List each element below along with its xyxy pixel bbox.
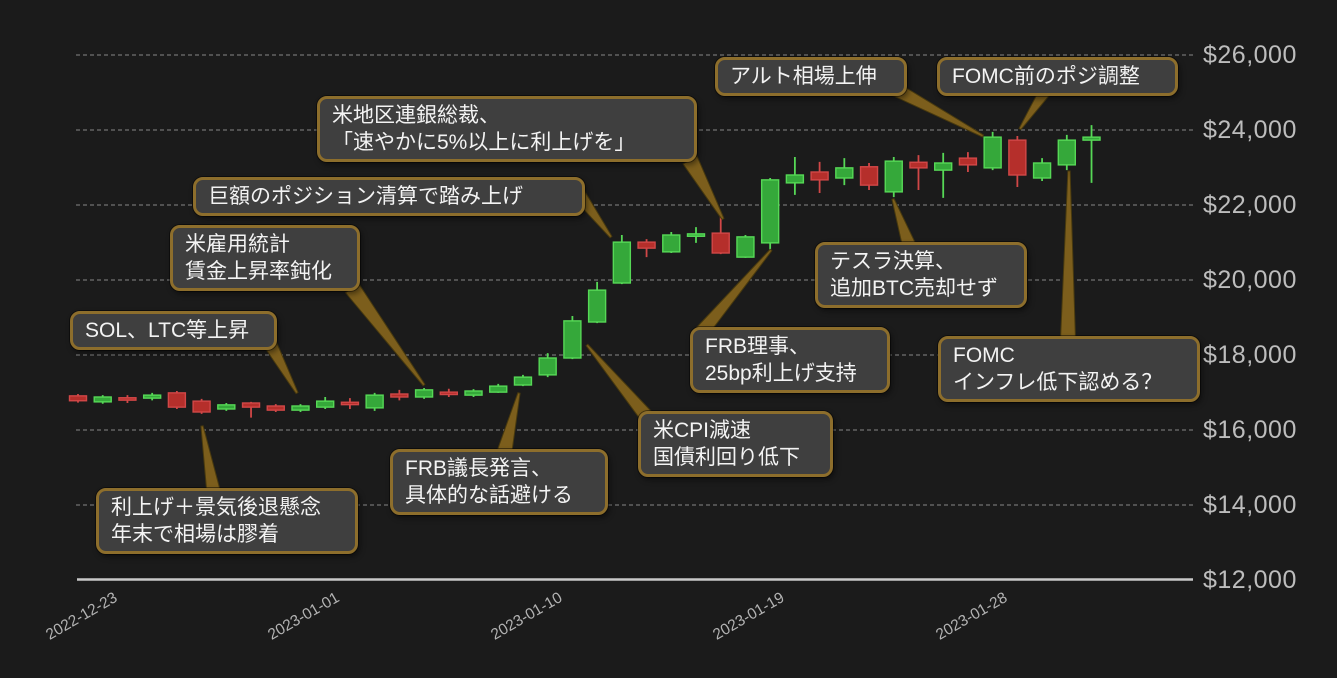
candle-body-2022-12-27 xyxy=(167,392,187,408)
candle-body-2023-01-13 xyxy=(587,289,607,323)
candle-body-2023-01-08 xyxy=(464,390,483,396)
candle-body-2023-01-05 xyxy=(390,393,409,398)
candle-body-2023-01-29 xyxy=(983,136,1002,169)
candle-body-2022-12-25 xyxy=(118,397,137,401)
candle-body-2022-12-26 xyxy=(142,394,162,399)
annotation-text-line: 25bp利上げ支持 xyxy=(705,362,857,385)
y-tick-label-12000: $12,000 xyxy=(1203,565,1297,594)
annotation-text-line: 巨額のポジション清算で踏み上げ xyxy=(208,185,523,208)
candle-body-2023-01-21 xyxy=(785,174,805,184)
annotation-sol-ltc-rise: SOL、LTC等上昇 xyxy=(70,311,277,350)
y-tick-label-26000: $26,000 xyxy=(1203,40,1297,69)
annotation-altcoin-rally: アルト相場上伸 xyxy=(715,57,907,96)
candle-body-2023-01-03 xyxy=(340,401,360,406)
candle-body-2023-01-18 xyxy=(711,232,730,254)
annotation-text-line: 米CPI減速 xyxy=(653,419,752,442)
annotation-us-employment: 米雇用統計賃金上昇率鈍化 xyxy=(170,225,360,291)
annotation-fomc-inflation: FOMC インフレ低下認める？ xyxy=(938,336,1200,402)
candle-body-2022-12-29 xyxy=(217,404,236,410)
candle-body-2023-01-22 xyxy=(810,171,829,181)
annotation-tesla-earnings: テスラ決算、追加BTC売却せず xyxy=(815,242,1027,308)
annotation-text-line: 利上げ＋景気後退懸念 xyxy=(111,496,321,519)
candle-body-2022-12-24 xyxy=(93,396,112,403)
annotation-frb-chair-remarks: FRB議長発言、 具体的な話避ける xyxy=(390,449,608,515)
candle-body-2023-01-12 xyxy=(563,320,582,359)
candle-body-2023-01-23 xyxy=(835,167,854,179)
annotation-pointer-fomc-inflation xyxy=(1059,170,1077,341)
candle-body-2023-01-17 xyxy=(686,233,706,237)
annotation-us-cpi-slowdown: 米CPI減速国債利回り低下 xyxy=(638,411,833,477)
candle-body-2023-01-27 xyxy=(934,162,953,171)
candle-body-2023-01-20 xyxy=(760,179,780,244)
candle-body-2023-01-24 xyxy=(859,166,879,186)
annotation-short-squeeze: 巨額のポジション清算で踏み上げ xyxy=(193,177,585,216)
y-tick-label-24000: $24,000 xyxy=(1203,115,1297,144)
annotation-pointer-frb-governor-25bp xyxy=(693,248,773,340)
y-tick-label-20000: $20,000 xyxy=(1203,265,1297,294)
candle-body-2023-01-16 xyxy=(662,234,681,253)
candle-body-2023-01-25 xyxy=(884,160,903,193)
candle-body-2023-01-26 xyxy=(909,161,928,169)
candle-body-2023-01-06 xyxy=(414,389,434,398)
candle-body-2022-12-31 xyxy=(266,405,285,411)
annotation-text-line: アルト相場上伸 xyxy=(730,65,877,88)
candle-body-2022-12-23 xyxy=(68,395,88,402)
annotation-text-line: テスラ決算、 xyxy=(830,250,956,273)
annotation-fed-regional-president: 米地区連銀総裁、「速やかに5%以上に利上げを」 xyxy=(317,96,697,162)
annotation-pointer-fed-regional-president xyxy=(682,155,725,221)
y-tick-label-16000: $16,000 xyxy=(1203,415,1297,444)
candle-body-2023-01-02 xyxy=(316,400,335,408)
candle-body-2023-01-10 xyxy=(513,376,533,386)
annotation-text-line: 具体的な話避ける xyxy=(405,484,573,507)
candle-body-2022-12-30 xyxy=(241,402,261,408)
candle-body-2023-01-15 xyxy=(637,241,656,249)
annotation-text-line: SOL、LTC等上昇 xyxy=(85,319,250,342)
candle-body-2023-01-07 xyxy=(439,391,458,396)
annotation-text-line: 追加BTC売却せず xyxy=(830,277,998,300)
y-tick-label-22000: $22,000 xyxy=(1203,190,1297,219)
annotation-frb-governor-25bp: FRB理事、 25bp利上げ支持 xyxy=(690,327,890,393)
candle-body-2022-12-28 xyxy=(192,400,211,413)
annotation-pointer-us-employment xyxy=(344,282,426,387)
y-tick-label-18000: $18,000 xyxy=(1203,340,1297,369)
candle-body-2023-01-14 xyxy=(612,241,632,284)
y-tick-label-14000: $14,000 xyxy=(1203,490,1297,519)
candle-body-2023-01-04 xyxy=(365,394,384,409)
candle-body-2023-02-02 xyxy=(1082,136,1101,141)
annotation-text-line: FOMC xyxy=(953,344,1015,367)
candle-body-2023-01-01 xyxy=(291,405,310,411)
annotation-text-line: FRB理事、 xyxy=(705,335,810,358)
candle-body-2023-01-11 xyxy=(538,357,557,376)
annotation-text-line: 「速やかに5%以上に利上げを」 xyxy=(332,131,636,154)
annotation-text-line: 米地区連銀総裁、 xyxy=(332,104,500,127)
annotation-text-line: 年末で相場は膠着 xyxy=(111,523,279,546)
candle-body-2023-01-09 xyxy=(489,385,508,393)
candle-body-2023-01-19 xyxy=(736,236,755,258)
annotation-text-line: FRB議長発言、 xyxy=(405,457,552,480)
annotation-text-line: 国債利回り低下 xyxy=(653,446,800,469)
annotation-rate-hike-recession: 利上げ＋景気後退懸念 年末で相場は膠着 xyxy=(96,488,358,554)
annotation-text-line: FOMC前のポジ調整 xyxy=(952,65,1140,88)
annotation-text-line: インフレ低下認める？ xyxy=(953,371,1163,394)
annotation-text-line: 米雇用統計 xyxy=(185,233,290,256)
annotation-text-line: 賃金上昇率鈍化 xyxy=(185,260,332,283)
annotation-pre-fomc-positioning: FOMC前のポジ調整 xyxy=(937,57,1178,96)
candle-body-2023-02-01 xyxy=(1057,139,1077,166)
candle-body-2023-01-31 xyxy=(1032,162,1052,179)
candle-body-2023-01-30 xyxy=(1008,139,1027,176)
candle-body-2023-01-28 xyxy=(958,157,978,166)
